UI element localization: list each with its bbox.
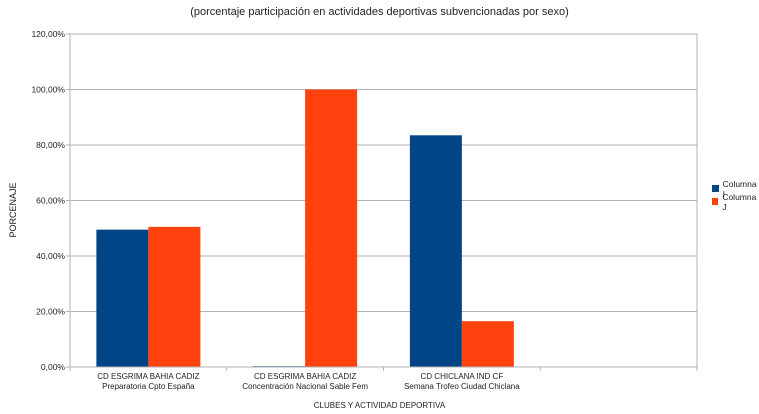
y-tick-label: 120,00% [31,29,65,39]
legend-swatch [712,198,719,205]
legend-label: Columna I [722,178,757,199]
legend-item: Columna I [712,179,759,199]
y-tick-label: 100,00% [31,85,65,95]
y-tick-label: 60,00% [36,196,65,206]
y-tick-label: 0,00% [41,362,66,372]
y-tick-label: 40,00% [36,251,65,261]
y-tick-label: 80,00% [36,140,65,150]
x-tick-label: CD ESGRIMA BAHIA CADIZ Concentración Naci… [242,372,368,391]
legend-label: Columna J [722,191,757,212]
x-tick-label: CD CHICLANA IND CF Semana Trofeo Ciudad C… [404,372,520,391]
bar-columna-i [409,135,462,367]
x-tick-label: CD ESGRIMA BAHIA CADIZ Preparatoria Cpto … [97,372,199,391]
x-axis-label: CLUBES Y ACTIVIDAD DEPORTIVA [313,401,446,410]
legend-swatch [712,185,719,192]
bar-columna-j [461,321,514,367]
bar-columna-j [305,89,358,367]
y-tick-label: 20,00% [36,307,65,317]
bar-columna-i [96,229,149,367]
legend: Columna I Columna J [712,179,759,212]
legend-item: Columna J [712,192,759,212]
bar-columna-j [148,226,201,367]
chart-title: (porcentaje participación en actividades… [190,6,569,18]
